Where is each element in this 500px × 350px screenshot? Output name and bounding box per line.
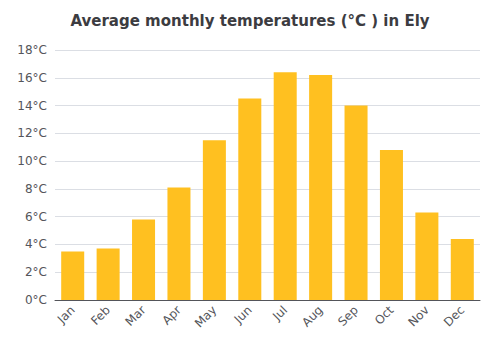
svg-text:6°C: 6°C xyxy=(25,210,47,224)
svg-text:Dec: Dec xyxy=(441,303,467,329)
svg-text:10°C: 10°C xyxy=(17,154,47,168)
svg-text:8°C: 8°C xyxy=(25,182,47,196)
svg-text:4°C: 4°C xyxy=(25,237,47,251)
svg-text:Feb: Feb xyxy=(88,303,113,328)
svg-text:Mar: Mar xyxy=(123,303,149,329)
svg-text:Apr: Apr xyxy=(159,303,184,328)
svg-text:Average monthly temperatures (: Average monthly temperatures (°C ) in El… xyxy=(70,12,429,30)
svg-text:Jul: Jul xyxy=(269,303,290,324)
svg-text:May: May xyxy=(192,303,219,330)
svg-text:12°C: 12°C xyxy=(17,126,47,140)
svg-text:Jun: Jun xyxy=(231,303,255,327)
svg-text:14°C: 14°C xyxy=(17,99,47,113)
svg-text:0°C: 0°C xyxy=(25,293,47,307)
svg-text:Aug: Aug xyxy=(299,303,325,329)
svg-text:Jan: Jan xyxy=(54,303,78,327)
svg-text:18°C: 18°C xyxy=(17,43,47,57)
svg-text:Nov: Nov xyxy=(405,303,431,329)
svg-text:Oct: Oct xyxy=(372,303,397,328)
svg-text:16°C: 16°C xyxy=(17,71,47,85)
svg-text:Sep: Sep xyxy=(335,303,361,329)
svg-text:2°C: 2°C xyxy=(25,265,47,279)
